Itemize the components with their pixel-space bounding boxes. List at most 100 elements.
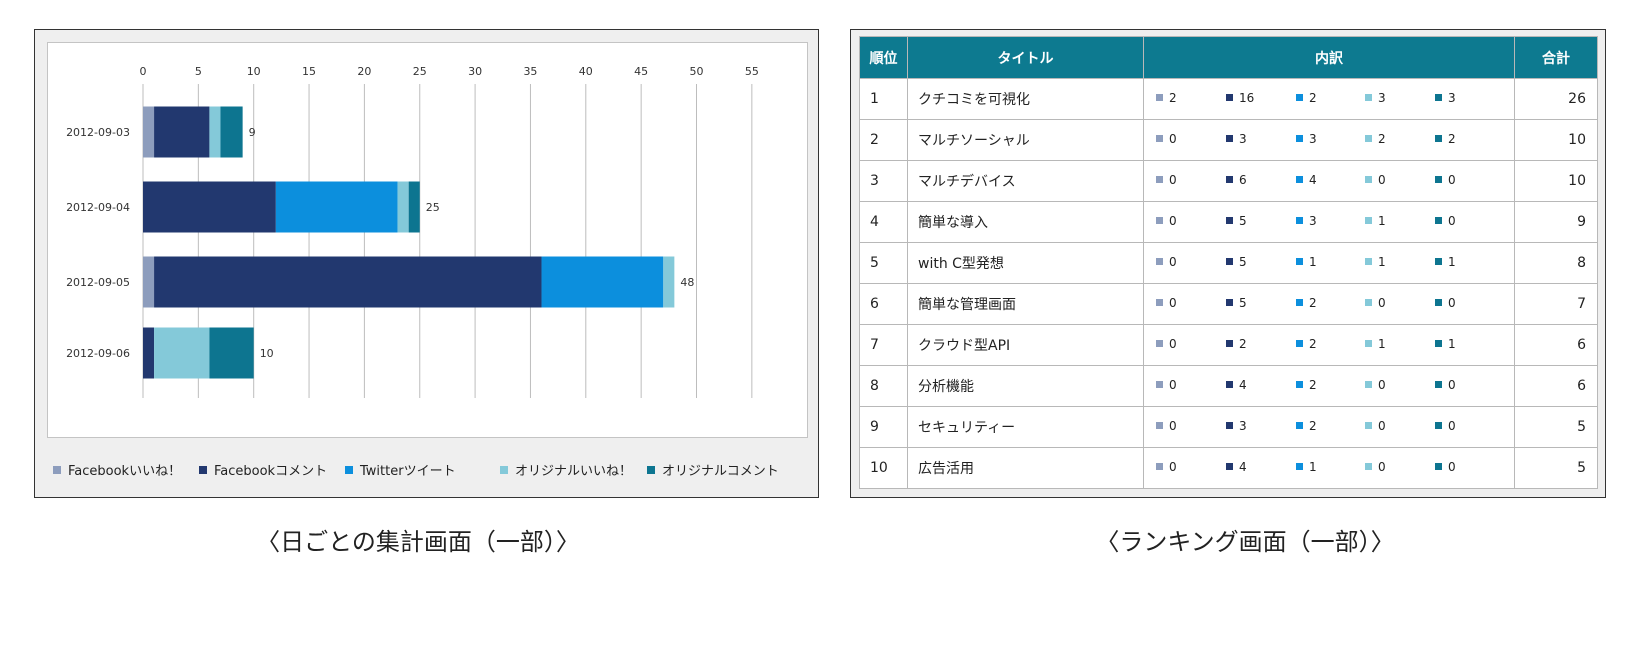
breakdown-value: 2	[1169, 91, 1177, 105]
breakdown-swatch	[1296, 94, 1303, 101]
total-cell: 6	[1514, 365, 1598, 407]
breakdown-item: 1	[1296, 460, 1317, 474]
rank-cell: 4	[859, 201, 908, 243]
breakdown-cell: 0 4 2 0 0	[1143, 365, 1515, 407]
x-tick-label: 50	[690, 65, 704, 78]
breakdown-swatch	[1226, 135, 1233, 142]
breakdown-value: 3	[1309, 214, 1317, 228]
ranking-caption: 〈ランキング画面（一部）〉	[1095, 528, 1395, 556]
breakdown-swatch	[1226, 463, 1233, 470]
breakdown-swatch	[1435, 176, 1442, 183]
x-tick-label: 10	[247, 65, 261, 78]
breakdown-value: 1	[1448, 337, 1456, 351]
breakdown-item: 1	[1435, 337, 1456, 351]
header-total: 合計	[1514, 36, 1598, 79]
breakdown-value: 0	[1448, 214, 1456, 228]
legend-swatch	[500, 466, 508, 474]
rank-cell: 8	[859, 365, 908, 407]
ranking-table: 順位 タイトル 内訳 合計 1 クチコミを可視化 2 16 2 3 3 26 2 マルチソーシャル…	[859, 36, 1598, 489]
breakdown-swatch	[1435, 381, 1442, 388]
breakdown-value: 1	[1309, 255, 1317, 269]
rank-cell: 5	[859, 242, 908, 284]
table-row: 1 クチコミを可視化 2 16 2 3 3 26	[859, 78, 1598, 120]
breakdown-swatch	[1365, 258, 1372, 265]
table-row: 6 簡単な管理画面 0 5 2 0 0 7	[859, 283, 1598, 325]
table-row: 2 マルチソーシャル 0 3 3 2 2 10	[859, 119, 1598, 161]
breakdown-swatch	[1156, 340, 1163, 347]
breakdown-value: 5	[1239, 214, 1247, 228]
breakdown-swatch	[1296, 422, 1303, 429]
breakdown-item: 1	[1365, 255, 1386, 269]
breakdown-swatch	[1226, 340, 1233, 347]
breakdown-value: 0	[1378, 460, 1386, 474]
breakdown-item: 1	[1365, 337, 1386, 351]
breakdown-cell: 0 4 1 0 0	[1143, 447, 1515, 489]
legend-swatch	[345, 466, 353, 474]
breakdown-item: 6	[1226, 173, 1247, 187]
breakdown-item: 0	[1156, 214, 1177, 228]
breakdown-item: 2	[1226, 337, 1247, 351]
title-cell: 簡単な管理画面	[907, 283, 1144, 325]
breakdown-value: 0	[1448, 460, 1456, 474]
breakdown-swatch	[1156, 299, 1163, 306]
title-cell: マルチデバイス	[907, 160, 1144, 202]
breakdown-value: 4	[1309, 173, 1317, 187]
rank-cell: 9	[859, 406, 908, 448]
breakdown-swatch	[1435, 340, 1442, 347]
x-tick-label: 30	[468, 65, 482, 78]
rank-cell: 2	[859, 119, 908, 161]
breakdown-swatch	[1156, 217, 1163, 224]
breakdown-item: 2	[1296, 378, 1317, 392]
total-cell: 10	[1514, 119, 1598, 161]
rank-cell: 7	[859, 324, 908, 366]
breakdown-value: 0	[1169, 255, 1177, 269]
legend-swatch	[647, 466, 655, 474]
ranking-header-row: 順位 タイトル 内訳 合計	[859, 36, 1598, 79]
breakdown-swatch	[1365, 381, 1372, 388]
breakdown-item: 0	[1156, 132, 1177, 146]
total-cell: 6	[1514, 324, 1598, 366]
bar-segment	[209, 106, 221, 158]
breakdown-value: 0	[1169, 214, 1177, 228]
breakdown-item: 0	[1156, 460, 1177, 474]
breakdown-cell: 0 6 4 0 0	[1143, 160, 1515, 202]
breakdown-value: 4	[1239, 460, 1247, 474]
breakdown-swatch	[1296, 340, 1303, 347]
header-breakdown: 内訳	[1143, 36, 1515, 79]
x-tick-label: 0	[140, 65, 147, 78]
bar-segment	[154, 256, 542, 308]
legend-label: Twitterツイート	[360, 464, 456, 479]
breakdown-item: 3	[1226, 419, 1247, 433]
breakdown-value: 1	[1309, 460, 1317, 474]
legend-item: オリジナルコメント	[647, 460, 779, 479]
breakdown-item: 1	[1435, 255, 1456, 269]
breakdown-swatch	[1156, 381, 1163, 388]
breakdown-swatch	[1435, 135, 1442, 142]
x-tick-label: 55	[745, 65, 759, 78]
breakdown-value: 3	[1239, 419, 1247, 433]
breakdown-item: 0	[1435, 214, 1456, 228]
legend-swatch	[199, 466, 207, 474]
breakdown-item: 1	[1365, 214, 1386, 228]
daily-summary-chart-panel: 0 5 10 15 20 25 30 35 40 45 50 55 2012-09-03 9 2012-09…	[34, 29, 819, 498]
breakdown-value: 16	[1239, 91, 1255, 105]
breakdown-value: 0	[1169, 132, 1177, 146]
breakdown-item: 0	[1435, 173, 1456, 187]
x-tick-label: 45	[634, 65, 648, 78]
table-row: 8 分析機能 0 4 2 0 0 6	[859, 365, 1598, 407]
title-cell: クラウド型API	[907, 324, 1144, 366]
title-cell: マルチソーシャル	[907, 119, 1144, 161]
table-row: 7 クラウド型API 0 2 2 1 1 6	[859, 324, 1598, 366]
x-tick-label: 15	[302, 65, 316, 78]
breakdown-item: 4	[1226, 378, 1247, 392]
breakdown-value: 5	[1239, 255, 1247, 269]
breakdown-value: 2	[1309, 337, 1317, 351]
breakdown-swatch	[1226, 381, 1233, 388]
breakdown-value: 0	[1378, 378, 1386, 392]
total-cell: 7	[1514, 283, 1598, 325]
breakdown-item: 2	[1296, 91, 1317, 105]
breakdown-value: 4	[1239, 378, 1247, 392]
breakdown-cell: 0 5 1 1 1	[1143, 242, 1515, 284]
table-row: 3 マルチデバイス 0 6 4 0 0 10	[859, 160, 1598, 202]
breakdown-swatch	[1226, 217, 1233, 224]
